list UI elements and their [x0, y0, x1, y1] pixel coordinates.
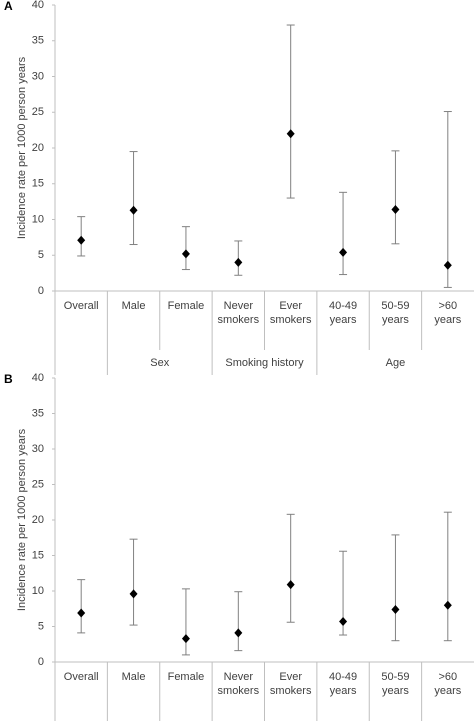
x-tick-label: Never smokers: [217, 300, 260, 326]
x-tick-label: 40-49 years: [328, 671, 358, 697]
x-tick-label: >60 years: [434, 671, 462, 697]
y-tick-label: 0: [38, 285, 44, 297]
x-tick-label: 50-59 years: [381, 671, 410, 697]
y-tick-label: 5: [38, 620, 44, 632]
point: [234, 628, 243, 638]
y-tick-label: 10: [32, 585, 44, 597]
point: [77, 235, 86, 245]
point: [286, 580, 295, 590]
x-tick-label: Female: [167, 300, 205, 312]
y-tick-label: 30: [32, 443, 44, 455]
panel-label: B: [4, 372, 13, 386]
point: [129, 205, 138, 215]
point: [234, 257, 243, 267]
y-tick-label: 40: [32, 0, 44, 11]
x-tick-label: Ever smokers: [269, 671, 312, 697]
point: [286, 129, 295, 139]
x-tick-label: 50-59 years: [381, 300, 410, 326]
x-tick-label: 40-49 years: [328, 300, 358, 326]
group-label: Sex: [150, 357, 169, 369]
point: [339, 247, 348, 257]
y-tick-label: 5: [38, 249, 44, 261]
x-tick-label: Female: [167, 671, 205, 683]
point: [181, 249, 190, 259]
y-tick-label: 10: [32, 213, 44, 225]
y-tick-label: 25: [32, 106, 44, 118]
point: [443, 600, 452, 610]
y-axis-title: Incidence rate per 1000 person years: [16, 56, 28, 239]
y-axis-title: Incidence rate per 1000 person years: [16, 428, 28, 611]
y-tick-label: 20: [32, 142, 44, 154]
group-label: Smoking history: [225, 357, 304, 369]
point: [339, 617, 348, 627]
x-tick-label: Never smokers: [217, 671, 260, 697]
panel-label: A: [4, 0, 13, 13]
x-tick-label: >60 years: [434, 300, 462, 326]
y-tick-label: 0: [38, 656, 44, 668]
x-tick-label: Overall: [63, 671, 99, 683]
x-tick-label: Ever smokers: [269, 300, 312, 326]
x-tick-label: Male: [121, 300, 146, 312]
y-tick-label: 15: [32, 178, 44, 190]
y-tick-label: 30: [32, 70, 44, 82]
point: [129, 589, 138, 599]
point: [391, 604, 400, 614]
point: [181, 634, 190, 644]
y-tick-label: 40: [32, 372, 44, 384]
y-tick-label: 20: [32, 514, 44, 526]
y-tick-label: 35: [32, 407, 44, 419]
point: [77, 608, 86, 618]
group-label: Age: [386, 357, 406, 369]
x-tick-label: Male: [121, 671, 146, 683]
y-tick-label: 35: [32, 35, 44, 47]
y-tick-label: 25: [32, 478, 44, 490]
point: [443, 260, 452, 270]
y-tick-label: 15: [32, 549, 44, 561]
x-tick-label: Overall: [63, 300, 99, 312]
point: [391, 204, 400, 214]
